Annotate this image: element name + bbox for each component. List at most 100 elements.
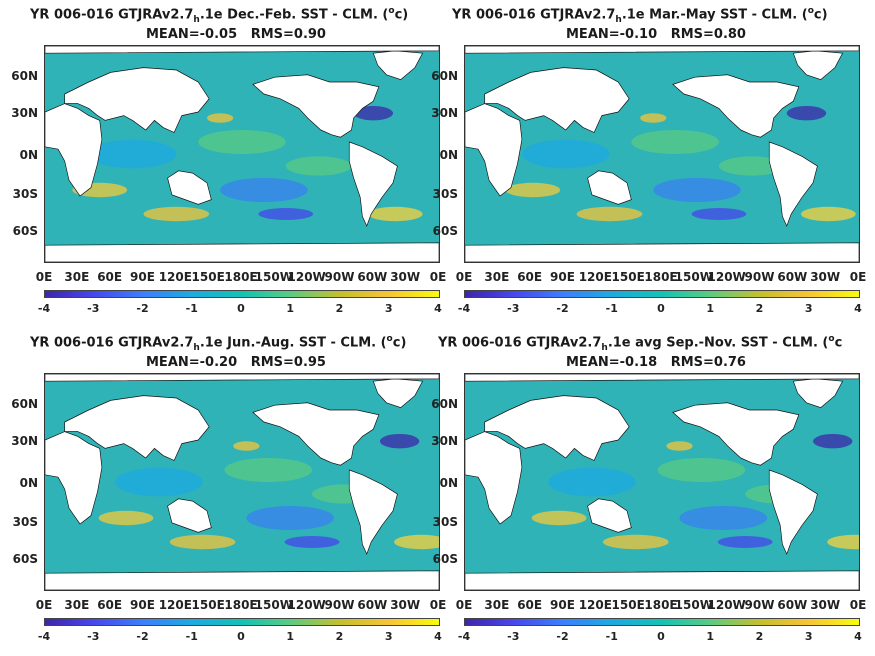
land-mass	[348, 469, 398, 555]
anomaly-patch	[576, 206, 643, 222]
lat-tick-label: 30N	[11, 106, 38, 120]
lon-tick-label: 60E	[517, 598, 543, 612]
lat-tick-label: 30S	[12, 187, 38, 201]
lon-tick-label: 150W	[254, 598, 293, 612]
lon-tick-label: 60W	[357, 270, 388, 284]
lon-tick-label: 0E	[849, 270, 867, 284]
lat-tick-label: 60N	[431, 69, 458, 83]
colorbar-tick-label: -4	[37, 302, 51, 315]
lon-tick-label: 150E	[611, 270, 645, 284]
lon-tick-label: 150W	[254, 270, 293, 284]
lon-tick-label: 120W	[287, 598, 326, 612]
lon-tick-label: 90E	[130, 270, 155, 284]
anomaly-patch	[394, 534, 439, 550]
lon-tick-label: 60E	[97, 270, 123, 284]
lon-tick-label: 30E	[484, 598, 510, 612]
colorbar-tick-label: 2	[335, 630, 344, 643]
lon-tick-label: 0E	[455, 270, 473, 284]
land-mass	[252, 402, 380, 466]
sst-anomaly-map	[44, 373, 440, 591]
anomaly-patch	[786, 106, 827, 121]
colorbar-tick-label: 3	[384, 630, 393, 643]
anomaly-patch	[206, 113, 234, 123]
anomaly-patch	[717, 536, 773, 548]
colorbar	[44, 290, 440, 298]
colorbar-tick-label: 4	[434, 302, 442, 315]
lon-tick-label: 30E	[64, 270, 90, 284]
anomaly-patch	[718, 156, 785, 176]
colorbar-tick-label: -3	[507, 302, 520, 315]
map-svg	[465, 374, 859, 590]
sst-anomaly-map	[464, 373, 860, 591]
lat-tick-label: 60N	[431, 397, 458, 411]
anomaly-patch	[285, 156, 352, 176]
land-mass	[64, 395, 210, 461]
anomaly-patch	[679, 506, 768, 530]
land-mass	[465, 242, 859, 262]
lat-tick-label: 30S	[432, 515, 458, 529]
colorbar-tick-label: -1	[185, 302, 198, 315]
rms-value: RMS=0.90	[250, 27, 326, 42]
colorbar-tick-label: -2	[136, 630, 149, 643]
lon-tick-label: 90E	[130, 598, 155, 612]
land-mass	[465, 431, 523, 525]
lon-tick-label: 60E	[97, 598, 123, 612]
colorbar-tick-label: 1	[706, 630, 715, 643]
lon-tick-label: 90W	[324, 598, 355, 612]
land-mass	[45, 46, 439, 54]
colorbar-tick-label: 3	[804, 302, 813, 315]
land-mass	[45, 570, 439, 590]
lat-tick-label: 30S	[12, 515, 38, 529]
lon-tick-label: 0E	[849, 598, 867, 612]
colorbar-tick-label: 4	[854, 630, 862, 643]
colorbar-tick-label: -3	[507, 630, 520, 643]
lon-tick-label: 120E	[158, 598, 192, 612]
rms-value: RMS=0.80	[670, 27, 746, 42]
lat-tick-label: 0N	[439, 148, 458, 162]
mean-value: MEAN=-0.20	[146, 355, 238, 370]
anomaly-patch	[640, 113, 667, 123]
lon-tick-label: 30W	[390, 598, 421, 612]
land-mass	[372, 378, 424, 408]
lon-tick-label: 90W	[744, 598, 775, 612]
anomaly-patch	[521, 139, 610, 169]
lat-tick-label: 0N	[19, 148, 38, 162]
colorbar-tick-label: -2	[556, 630, 569, 643]
panel-title: YR 006-016 GTJRAv2.7h.1e Jun.-Aug. SST -…	[30, 334, 407, 353]
lon-tick-label: 90W	[744, 270, 775, 284]
lat-tick-label: 60N	[11, 69, 38, 83]
land-mass	[167, 498, 212, 533]
land-mass	[64, 67, 210, 133]
panel-title: YR 006-016 GTJRAv2.7h.1e Dec.-Feb. SST -…	[30, 6, 409, 25]
lon-tick-label: 0E	[35, 598, 53, 612]
lon-tick-label: 120E	[578, 270, 612, 284]
anomaly-patch	[505, 182, 561, 198]
anomaly-patch	[827, 534, 859, 550]
panel-stats: MEAN=-0.18 RMS=0.76	[566, 355, 746, 370]
panel-title: YR 006-016 GTJRAv2.7h.1e avg Sep.-Nov. S…	[438, 334, 843, 353]
land-mass	[484, 67, 630, 133]
rms-value: RMS=0.76	[670, 355, 746, 370]
colorbar-tick-label: 0	[237, 302, 245, 315]
anomaly-patch	[379, 434, 420, 449]
colorbar	[464, 618, 860, 626]
colorbar-tick-label: 1	[706, 302, 715, 315]
lon-tick-label: 150E	[191, 598, 225, 612]
land-mass	[792, 50, 844, 80]
colorbar-tick-label: 3	[804, 630, 813, 643]
lon-tick-label: 0E	[429, 270, 447, 284]
lon-tick-label: 120W	[287, 270, 326, 284]
land-mass	[465, 46, 859, 54]
anomaly-patch	[198, 130, 286, 154]
lon-tick-label: 90E	[550, 598, 575, 612]
land-mass	[484, 395, 630, 461]
lon-tick-label: 30E	[484, 270, 510, 284]
anomaly-patch	[88, 139, 177, 169]
land-mass	[768, 141, 818, 227]
colorbar-tick-label: -4	[37, 630, 51, 643]
mean-value: MEAN=-0.05	[146, 27, 238, 42]
anomaly-patch	[657, 458, 746, 482]
lon-tick-label: 180E	[224, 270, 258, 284]
lon-tick-label: 60W	[777, 270, 808, 284]
anomaly-patch	[246, 506, 334, 530]
